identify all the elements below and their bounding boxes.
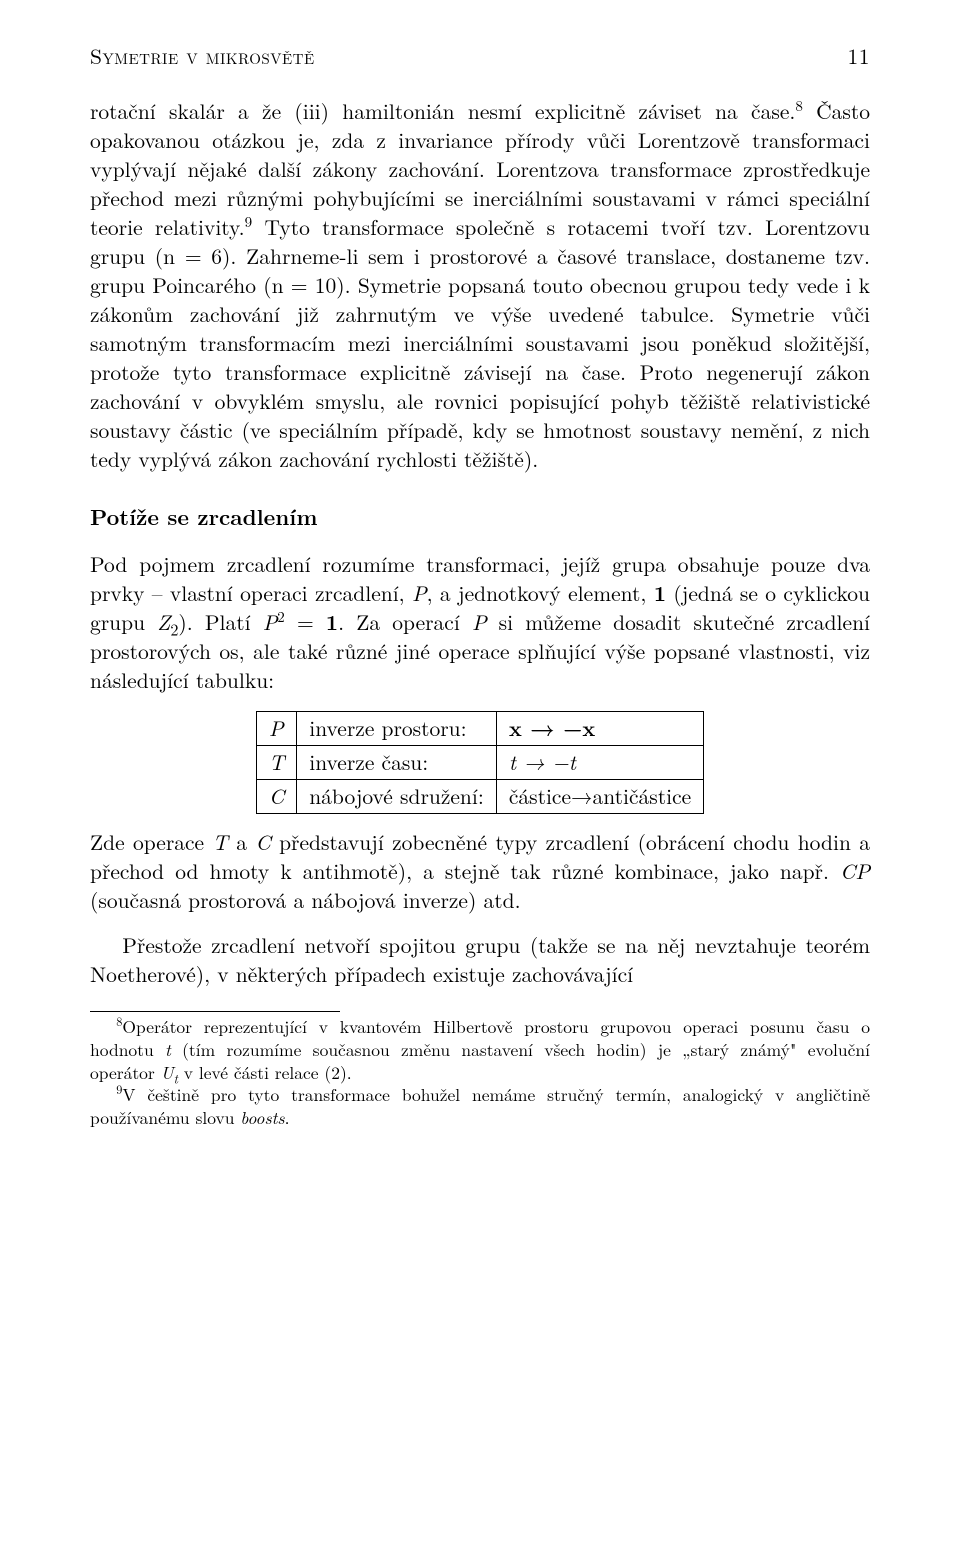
math-1: 1 (326, 607, 338, 637)
body-text: , a jednotkový element, (427, 578, 654, 608)
section-heading: Potíže se zrcadlením (90, 502, 870, 532)
op-symbol: C (269, 781, 284, 811)
table-row: P inverze prostoru: x → −x (256, 711, 703, 745)
page-number: 11 (847, 42, 870, 71)
body-text: Přestože zrcadlení netvoří spojitou grup… (90, 930, 870, 989)
paragraph-1: rotační skalár a že (iii) hamiltonián ne… (90, 97, 870, 474)
table-row: C nábojové sdružení: částice→antičástice (256, 780, 703, 814)
footnote-9: 9V češtině pro tyto transformace bohužel… (90, 1084, 870, 1130)
math-P: P (263, 607, 278, 637)
body-text: . Za operací (338, 607, 472, 637)
footnote-italic: boosts (240, 1105, 284, 1130)
table-row: T inverze času: t → −t (256, 746, 703, 780)
op-symbol: P (269, 713, 284, 743)
footnote-ref-8: 8 (795, 95, 803, 116)
paragraph-3: Zde operace T a C představují zobecněné … (90, 828, 870, 915)
math-sup-2: 2 (277, 606, 285, 627)
body-text: Zde operace (90, 827, 212, 857)
op-rhs: x → −x (509, 713, 596, 743)
body-text: rotační skalár a že (iii) hamiltonián ne… (90, 96, 795, 126)
running-header: Symetrie v mikrosvětě 11 (90, 42, 870, 71)
footnote-rule (90, 1011, 340, 1012)
op-label: inverze času: (297, 746, 497, 780)
op-rhs: částice→antičástice (496, 780, 703, 814)
footnote-text: . (285, 1105, 290, 1130)
paragraph-4: Přestože zrcadlení netvoří spojitou grup… (90, 931, 870, 989)
footnote-8: 8Operátor reprezentující v kvantovém Hil… (90, 1016, 870, 1084)
body-text: = (285, 607, 326, 637)
math-CP: CP (840, 856, 870, 886)
footnote-text: v levé části relace (2). (178, 1060, 352, 1085)
math-C: C (255, 827, 270, 857)
body-text: Tyto transformace společně s rotacemi tv… (90, 212, 870, 474)
running-title: Symetrie v mikrosvětě (90, 42, 315, 71)
math-U: U (161, 1060, 174, 1085)
op-rhs: t → −t (509, 747, 576, 777)
math-Z: Z (157, 607, 170, 637)
body-text: (současná prostorová a nábojová inverze)… (90, 885, 521, 915)
page: Symetrie v mikrosvětě 11 rotační skalár … (0, 0, 960, 1172)
footnote-text: V češtině pro tyto transformace bohužel … (90, 1082, 870, 1130)
body-text: a (228, 827, 255, 857)
math-T: T (212, 827, 227, 857)
math-P: P (412, 578, 427, 608)
body-text: ). Platí (178, 607, 262, 637)
math-1: 1 (654, 578, 666, 608)
op-label: inverze prostoru: (297, 711, 497, 745)
paragraph-2: Pod pojmem zrcadlení rozumíme transforma… (90, 550, 870, 695)
operations-table: P inverze prostoru: x → −x T inverze čas… (256, 711, 704, 814)
math-P: P (472, 607, 487, 637)
op-label: nábojové sdružení: (297, 780, 497, 814)
footnote-ref-9: 9 (245, 211, 253, 232)
op-symbol: T (269, 747, 284, 777)
